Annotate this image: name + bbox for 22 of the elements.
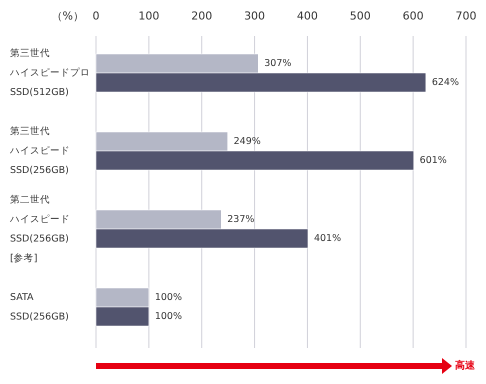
x-tick-label: 600 [402, 10, 424, 22]
x-tick-label: 700 [456, 10, 476, 22]
data-label: 100% [154, 292, 182, 303]
y-tick-label: 第二世代ハイスピードSSD(256GB)[参考] [9, 193, 70, 264]
x-tick-label: 500 [350, 10, 371, 22]
data-label: 624% [432, 77, 459, 88]
x-tick-label: 400 [296, 10, 318, 22]
y-tick-label: 第三世代ハイスピードSSD(256GB) [9, 125, 70, 176]
y-tick-label: 第三世代ハイスピードプロSSD(512GB) [9, 47, 90, 98]
data-label: 307% [264, 58, 292, 69]
x-tick-label: 300 [244, 10, 266, 22]
x-tick-label: 200 [191, 10, 212, 22]
x-tick-label: 100 [138, 10, 160, 22]
y-tick-label: SATA SSD(256GB) [10, 292, 69, 322]
data-label: 401% [314, 233, 342, 244]
data-label: 601% [420, 155, 447, 166]
data-label: 249% [234, 136, 261, 147]
data-label: 237% [227, 214, 254, 225]
data-label: 100% [154, 311, 182, 322]
x-axis-title: （%） [52, 10, 84, 22]
text: 高速 [455, 360, 476, 372]
x-tick-label: 0 [92, 10, 100, 22]
